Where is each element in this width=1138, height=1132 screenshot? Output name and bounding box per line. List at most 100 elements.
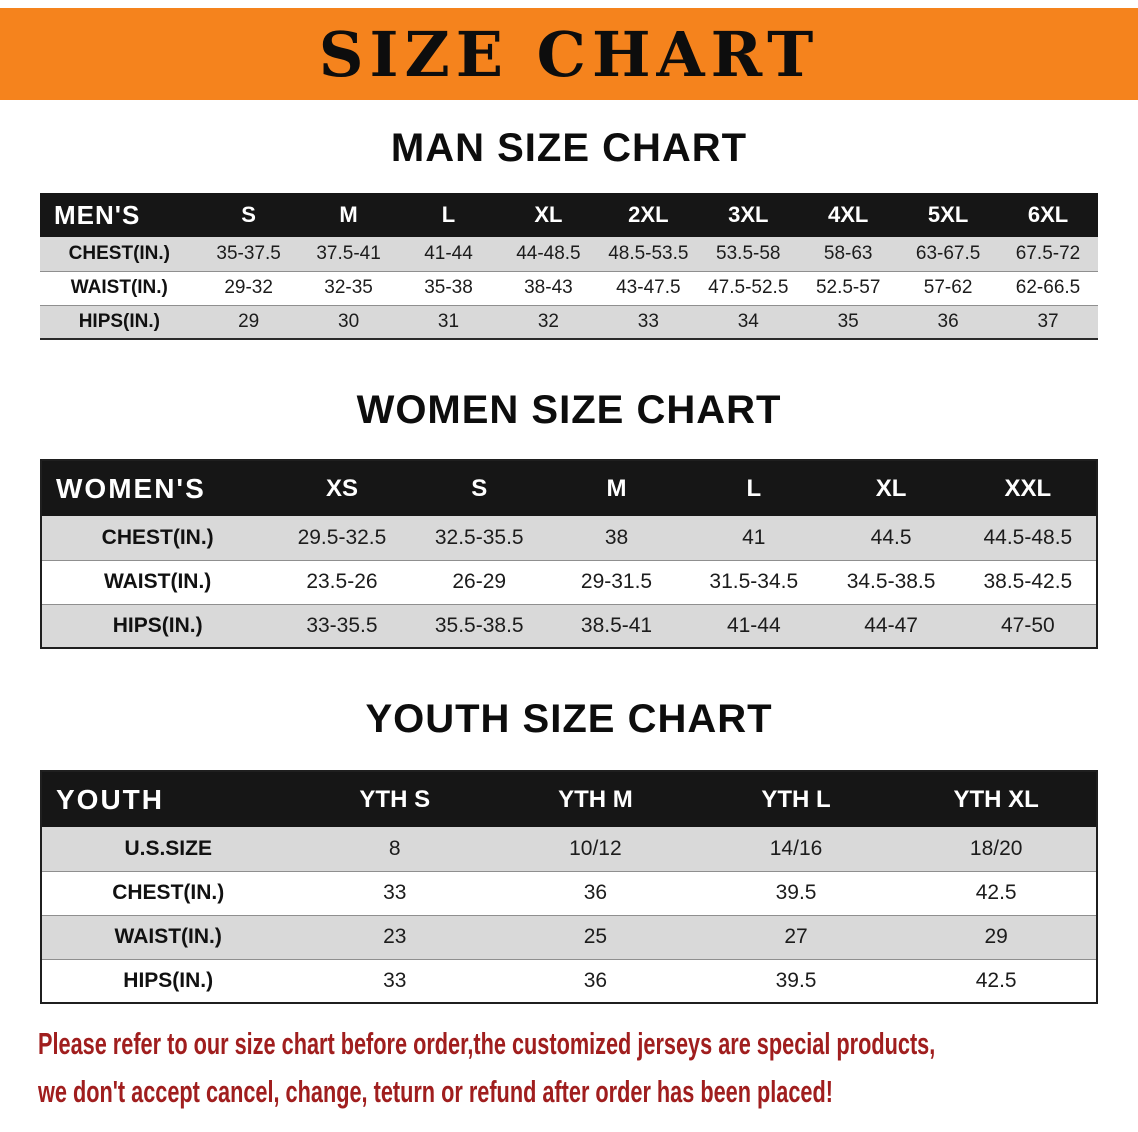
- row-label: WAIST(IN.): [103, 570, 212, 593]
- men-chest-row: CHEST(IN.) 35-37.5 37.5-41 41-44 44-48.5…: [40, 237, 1098, 271]
- size-cell: 35: [837, 310, 859, 332]
- women-section-heading: WOMEN SIZE CHART: [356, 388, 782, 432]
- size-cell: 31.5-34.5: [709, 570, 799, 593]
- women-header-row: WOMEN'S XS S M L XL XXL: [41, 460, 1097, 516]
- youth-hips-row: HIPS(IN.) 33 36 39.5 42.5: [41, 959, 1097, 1003]
- row-label: CHEST(IN.): [112, 881, 225, 904]
- size-cell: 29: [238, 310, 260, 332]
- size-cell: 29: [984, 925, 1008, 948]
- size-cell: 39.5: [775, 881, 817, 904]
- size-cell: 35-37.5: [216, 242, 281, 264]
- men-col-header-s: S: [241, 202, 256, 227]
- size-cell: 33: [383, 881, 407, 904]
- size-cell: 8: [388, 836, 401, 860]
- size-cell: 32-35: [324, 277, 373, 298]
- size-cell: 36: [937, 310, 959, 332]
- youth-col-header-yth-xl: YTH XL: [953, 785, 1039, 813]
- size-cell: 44.5-48.5: [983, 525, 1073, 549]
- page-title: SIZE CHART: [318, 17, 820, 91]
- women-col-header-s: S: [471, 474, 488, 502]
- size-cell: 53.5-58: [716, 242, 781, 264]
- women-waist-row: WAIST(IN.) 23.5-26 26-29 29-31.5 31.5-34…: [41, 560, 1097, 604]
- women-col-header-m: M: [606, 474, 627, 502]
- size-cell: 29-31.5: [580, 570, 653, 593]
- row-label: U.S.SIZE: [124, 836, 212, 860]
- size-cell: 63-67.5: [915, 242, 981, 264]
- size-cell: 67.5-72: [1015, 242, 1081, 264]
- row-label: WAIST(IN.): [70, 277, 168, 298]
- size-cell: 25: [583, 925, 608, 948]
- men-col-header-xl: XL: [534, 202, 563, 227]
- size-cell: 32: [537, 310, 559, 332]
- men-section-heading: MAN SIZE CHART: [390, 126, 748, 170]
- size-cell: 39.5: [775, 968, 817, 992]
- size-cell: 29-32: [224, 277, 273, 298]
- size-cell: 10/12: [569, 836, 622, 860]
- youth-size-section: YOUTH SIZE CHART YOUTH YTH S YTH M YTH L…: [0, 697, 1138, 1004]
- row-label: CHEST(IN.): [68, 242, 170, 264]
- men-size-table: MEN'S S M L XL 2XL 3XL 4XL 5XL 6XL CHEST…: [40, 193, 1098, 340]
- size-cell: 38.5-41: [580, 613, 653, 637]
- women-hips-row: HIPS(IN.) 33-35.5 35.5-38.5 38.5-41 41-4…: [41, 604, 1097, 648]
- men-header-row: MEN'S S M L XL 2XL 3XL 4XL 5XL 6XL: [40, 193, 1098, 237]
- size-cell: 35.5-38.5: [434, 613, 524, 637]
- size-cell: 41-44: [424, 242, 473, 264]
- men-size-section: MAN SIZE CHART MEN'S S M L XL 2XL 3XL 4X…: [0, 126, 1138, 340]
- women-chest-row: CHEST(IN.) 29.5-32.5 32.5-35.5 38 41 44.…: [41, 516, 1097, 560]
- row-label: WAIST(IN.): [114, 925, 222, 948]
- size-cell: 48.5-53.5: [608, 242, 689, 264]
- size-cell: 52.5-57: [815, 277, 881, 298]
- men-waist-row: WAIST(IN.) 29-32 32-35 35-38 38-43 43-47…: [40, 271, 1098, 305]
- size-cell: 38: [604, 525, 629, 549]
- size-cell: 38-43: [524, 277, 573, 298]
- size-cell: 43-47.5: [616, 277, 681, 298]
- size-cell: 27: [784, 925, 808, 948]
- size-cell: 36: [583, 968, 608, 992]
- women-size-table: WOMEN'S XS S M L XL XXL CHEST(IN.) 29.5-…: [40, 459, 1098, 649]
- youth-col-header-yth-m: YTH M: [558, 785, 633, 813]
- size-cell: 29.5-32.5: [297, 525, 387, 549]
- women-size-section: WOMEN SIZE CHART WOMEN'S XS S M L XL XXL…: [0, 388, 1138, 649]
- size-cell: 34.5-38.5: [846, 570, 936, 593]
- youth-header-row: YOUTH YTH S YTH M YTH L YTH XL: [41, 771, 1097, 827]
- size-cell: 44-47: [864, 613, 918, 637]
- size-cell: 23: [383, 925, 407, 948]
- size-cell: 33: [383, 968, 407, 992]
- men-col-header-m: M: [339, 202, 358, 227]
- men-col-header-6xl: 6XL: [1027, 202, 1069, 227]
- row-label: HIPS(IN.): [78, 310, 160, 332]
- size-cell: 34: [737, 310, 759, 332]
- women-col-header-l: L: [746, 474, 762, 502]
- size-cell: 38.5-42.5: [983, 570, 1073, 593]
- size-cell: 33: [637, 310, 659, 332]
- size-cell: 26-29: [452, 570, 507, 593]
- size-cell: 58-63: [823, 242, 873, 264]
- banner: SIZE CHART: [0, 8, 1138, 100]
- men-col-header-2xl: 2XL: [628, 202, 669, 227]
- size-cell: 41: [742, 525, 766, 549]
- size-cell: 33-35.5: [306, 613, 378, 637]
- size-cell: 41-44: [726, 613, 781, 637]
- youth-col-header-yth-s: YTH S: [359, 785, 431, 813]
- women-table-title: WOMEN'S: [56, 472, 206, 504]
- row-label: HIPS(IN.): [112, 613, 203, 637]
- size-cell: 35-38: [424, 277, 473, 298]
- youth-col-header-yth-l: YTH L: [761, 785, 831, 813]
- size-cell: 36: [583, 881, 608, 904]
- women-col-header-xl: XL: [875, 474, 907, 502]
- youth-size-table: YOUTH YTH S YTH M YTH L YTH XL U.S.SIZE …: [40, 770, 1098, 1004]
- youth-ussize-row: U.S.SIZE 8 10/12 14/16 18/20: [41, 827, 1097, 871]
- size-cell: 44.5: [870, 525, 912, 549]
- men-col-header-4xl: 4XL: [828, 202, 869, 227]
- youth-waist-row: WAIST(IN.) 23 25 27 29: [41, 915, 1097, 959]
- note-line-2: we don't accept cancel, change, teturn o…: [38, 1074, 833, 1109]
- size-cell: 14/16: [769, 836, 823, 860]
- size-cell: 57-62: [923, 277, 973, 298]
- size-cell: 18/20: [969, 836, 1023, 860]
- youth-table-title: YOUTH: [56, 783, 164, 815]
- women-col-header-xxl: XXL: [1004, 474, 1052, 502]
- note-line-1: Please refer to our size chart before or…: [38, 1026, 936, 1061]
- size-cell: 47.5-52.5: [708, 277, 789, 298]
- men-hips-row: HIPS(IN.) 29 30 31 32 33 34 35 36 37: [40, 305, 1098, 339]
